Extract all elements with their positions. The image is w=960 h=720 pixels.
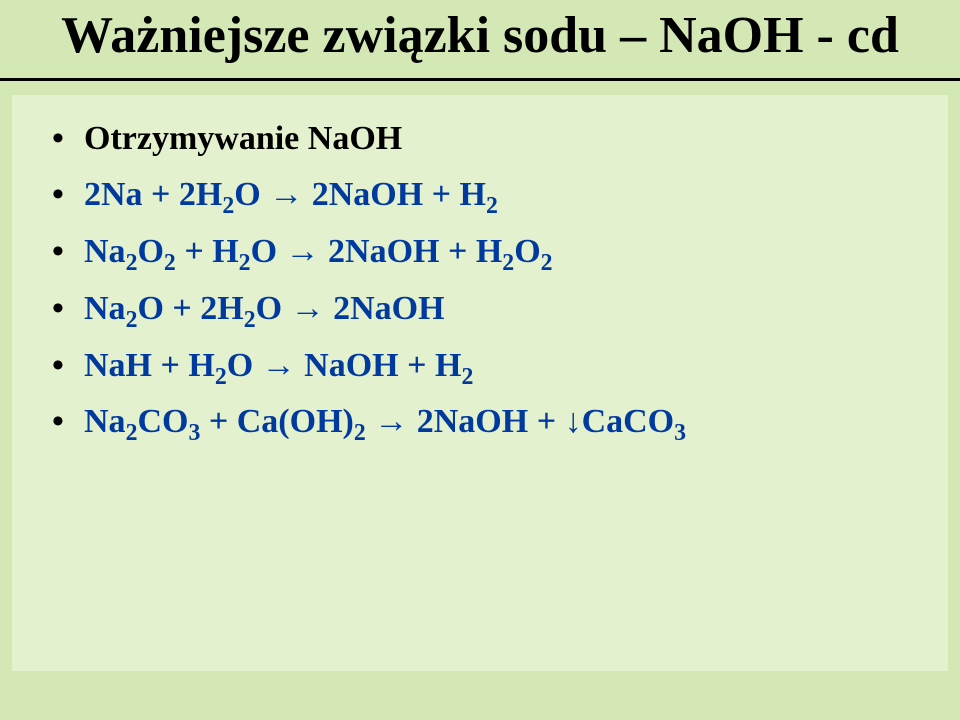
bullet-item: Na2O + 2H2O → 2NaOH <box>84 283 938 336</box>
bullet-list: Otrzymywanie NaOH 2Na + 2H2O → 2NaOH + H… <box>22 113 938 449</box>
slide: Ważniejsze związki sodu – NaOH - cd Otrz… <box>0 0 960 720</box>
bullet-item: Na2O2 + H2O → 2NaOH + H2O2 <box>84 226 938 279</box>
bullet-item: 2Na + 2H2O → 2NaOH + H2 <box>84 169 938 222</box>
title-box: Ważniejsze związki sodu – NaOH - cd <box>0 0 960 81</box>
bullet-item: Na2CO3 + Ca(OH)2 → 2NaOH + ↓CaCO3 <box>84 396 938 449</box>
content-box: Otrzymywanie NaOH 2Na + 2H2O → 2NaOH + H… <box>12 95 948 671</box>
slide-title: Ważniejsze związki sodu – NaOH - cd <box>20 6 940 66</box>
bullet-item: Otrzymywanie NaOH <box>84 113 938 166</box>
bullet-item: NaH + H2O → NaOH + H2 <box>84 340 938 393</box>
